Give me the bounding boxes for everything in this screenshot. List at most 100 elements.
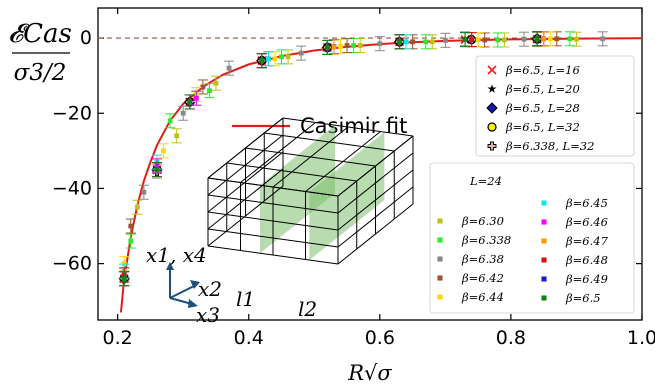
data-point xyxy=(180,110,186,116)
y-label-numerator: 𝓔Cas xyxy=(8,19,72,49)
legend-entry-label: β=6.5 xyxy=(565,291,601,305)
arrowhead xyxy=(188,299,198,308)
axis-label-x2: x2 xyxy=(198,277,222,301)
lattice-line xyxy=(337,152,414,214)
data-point xyxy=(541,36,547,42)
data-point xyxy=(541,295,547,301)
data-point xyxy=(487,84,497,93)
lattice-line xyxy=(207,134,284,196)
legend-entry-label: β=6.44 xyxy=(461,290,504,304)
data-point xyxy=(521,36,527,42)
data-point xyxy=(377,41,383,47)
series-group xyxy=(125,31,575,249)
data-point xyxy=(410,39,416,45)
plate-label-l1: l1 xyxy=(236,287,255,311)
data-point xyxy=(226,65,232,71)
legend-entry-label: β=6.47 xyxy=(565,234,609,248)
data-point xyxy=(200,84,206,90)
y-tick-label: −60 xyxy=(52,253,92,275)
data-point xyxy=(298,50,304,56)
data-point xyxy=(351,43,357,48)
fit-legend: Casimir fit xyxy=(232,114,407,138)
data-point xyxy=(357,43,363,48)
lattice-line xyxy=(282,117,414,137)
data-point xyxy=(213,80,219,86)
x-axis-label: R√σ xyxy=(347,361,392,385)
x-tick-label: 1.0 xyxy=(627,327,655,349)
data-point xyxy=(174,133,180,139)
legend-entry-label: β=6.5, L=28 xyxy=(505,101,580,115)
data-point xyxy=(487,65,497,75)
x-tick-label: 0.4 xyxy=(234,327,264,349)
data-point xyxy=(501,37,507,43)
data-point xyxy=(266,56,271,62)
y-tick-label: 0 xyxy=(80,27,92,49)
data-point xyxy=(429,39,435,45)
series-group xyxy=(138,31,608,200)
arrowhead xyxy=(166,262,174,270)
data-point xyxy=(331,44,337,50)
data-point xyxy=(541,200,547,206)
lattice-line xyxy=(264,132,395,152)
axis-label-x1x4: x1, x4 xyxy=(146,243,207,267)
data-point xyxy=(554,36,560,42)
data-point xyxy=(128,238,134,244)
x-tick-label: 0.6 xyxy=(365,327,395,349)
arrowhead xyxy=(190,280,200,289)
legend-entry-label: β=6.38 xyxy=(461,252,504,266)
legend-entry-label: β=6.5, L=32 xyxy=(505,120,580,134)
data-point xyxy=(547,36,553,42)
data-point xyxy=(541,219,547,225)
legend-entry-label: β=6.338 xyxy=(461,233,511,247)
data-point xyxy=(423,39,429,45)
legend-entry-label: β=6.42 xyxy=(461,271,504,285)
legend-upper: β=6.5, L=16 β=6.5, L=20 β=6.5, L=28 β=6.5, … xyxy=(475,55,635,157)
axis-arrow-x3 xyxy=(169,297,193,305)
fit-legend-label: Casimir fit xyxy=(300,114,407,138)
lattice-line xyxy=(207,117,284,179)
lattice-line xyxy=(305,131,381,192)
data-point xyxy=(161,148,166,154)
data-point xyxy=(128,223,134,229)
y-label-denominator: σ3/2 xyxy=(14,60,67,86)
data-point xyxy=(600,36,606,42)
data-point xyxy=(167,118,173,124)
data-point xyxy=(541,238,547,244)
lattice-line xyxy=(207,194,339,214)
plate-label-l2: l2 xyxy=(298,297,317,321)
legend-entry-label: β=6.30 xyxy=(461,214,504,228)
data-point xyxy=(462,37,468,42)
data-point xyxy=(121,261,127,267)
x-tick-label: 0.2 xyxy=(103,327,133,349)
plate-2 xyxy=(309,132,385,261)
legend-lower-box xyxy=(429,162,635,314)
legend-entry-label: β=6.46 xyxy=(565,215,608,229)
data-point xyxy=(574,36,579,42)
data-point xyxy=(442,37,448,43)
data-point xyxy=(324,45,330,50)
plate-1 xyxy=(260,125,335,254)
data-point xyxy=(437,218,443,224)
data-point xyxy=(541,257,547,263)
series-group xyxy=(119,31,543,287)
legend-entry-label: β=6.48 xyxy=(565,253,608,267)
data-point xyxy=(187,99,193,105)
data-point xyxy=(279,54,284,60)
data-point xyxy=(403,39,409,45)
data-point xyxy=(285,54,291,60)
data-point xyxy=(141,189,147,195)
legend-entry-label: β=6.338, L=32 xyxy=(505,139,594,153)
data-point xyxy=(338,43,343,49)
data-point xyxy=(193,95,199,101)
legend-lower-title: L=24 xyxy=(469,174,502,188)
lattice-line xyxy=(207,211,339,231)
lattice-line xyxy=(207,177,339,197)
data-point xyxy=(259,58,265,64)
legend-entry-label: β=6.49 xyxy=(565,272,608,286)
data-point xyxy=(486,102,498,114)
data-point xyxy=(567,36,573,42)
lattice-line xyxy=(272,126,349,188)
data-point xyxy=(475,37,481,42)
data-point xyxy=(437,237,443,243)
